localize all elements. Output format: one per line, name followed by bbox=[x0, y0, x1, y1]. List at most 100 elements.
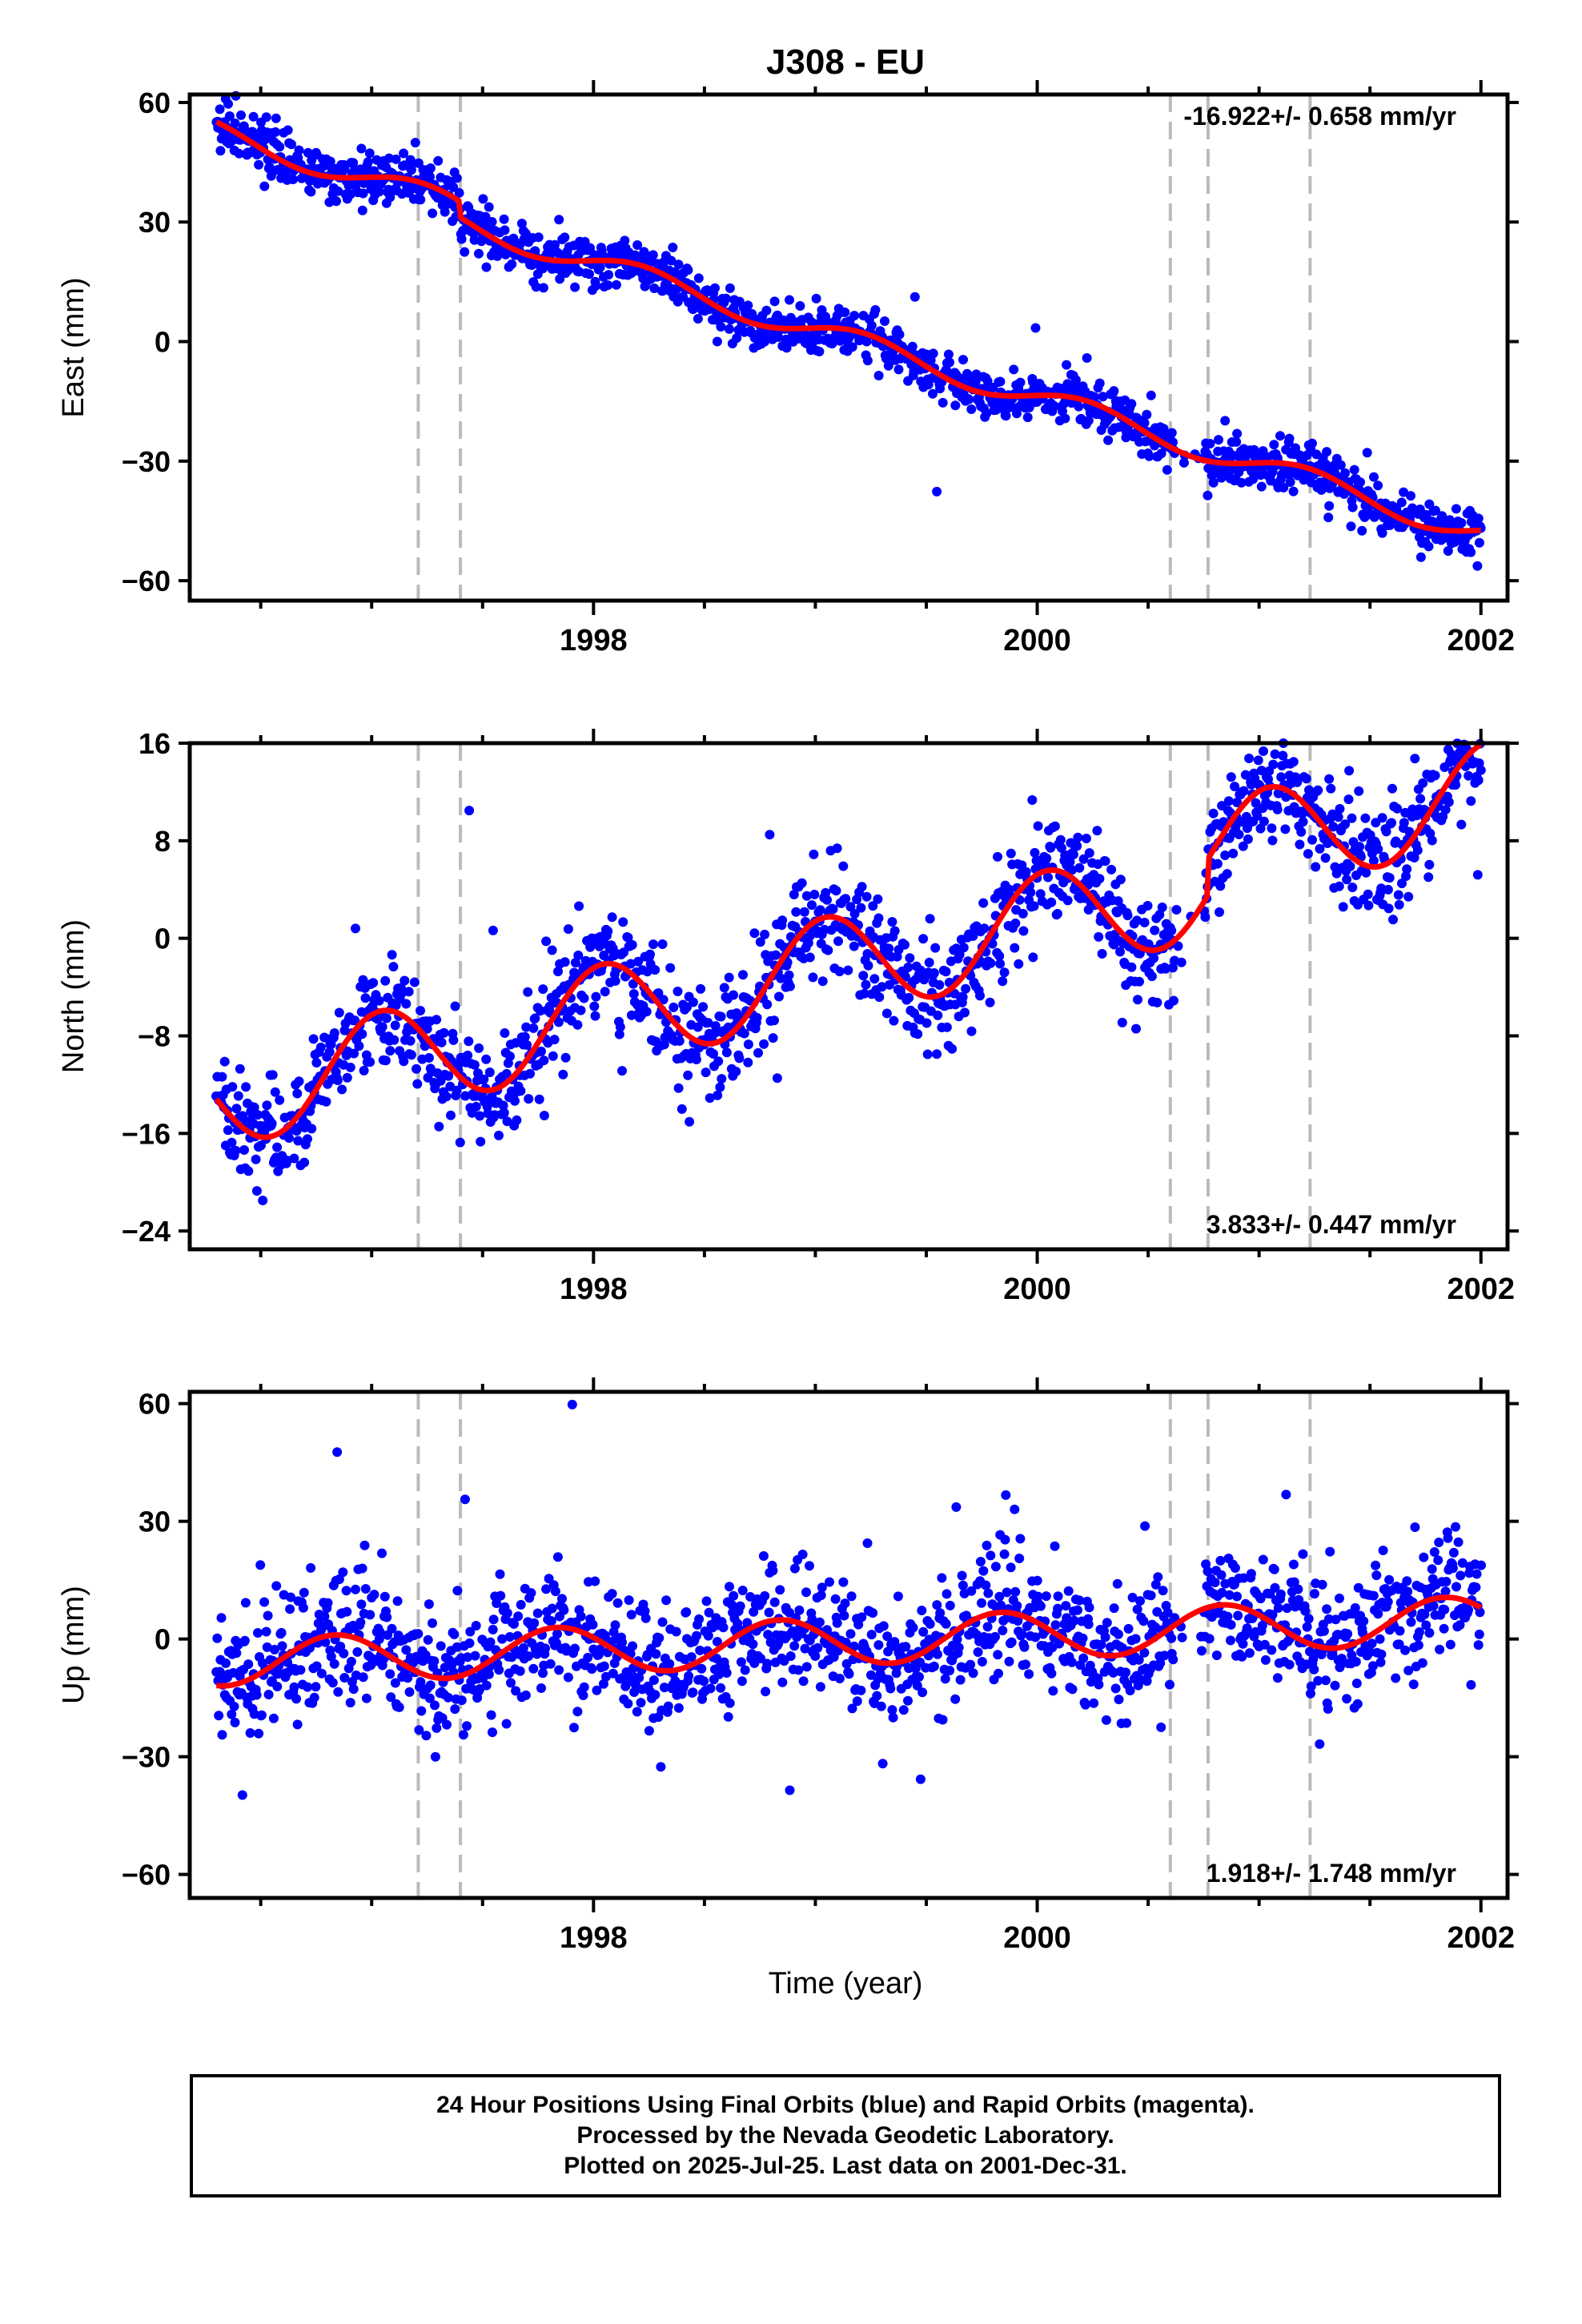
east-data-point bbox=[1349, 464, 1359, 475]
up-data-point bbox=[1215, 1555, 1226, 1566]
north-data-point bbox=[591, 991, 601, 1002]
footer-line-1: 24 Hour Positions Using Final Orbits (bl… bbox=[436, 2092, 1255, 2118]
north-data-point bbox=[530, 1013, 540, 1023]
east-data-point bbox=[261, 112, 271, 123]
up-data-point bbox=[852, 1696, 862, 1707]
north-data-point bbox=[659, 1039, 669, 1050]
up-data-point bbox=[416, 1706, 427, 1716]
up-data-point bbox=[356, 1599, 367, 1610]
north-data-point bbox=[1298, 817, 1308, 827]
up-data-point bbox=[1474, 1629, 1484, 1639]
up-data-point bbox=[608, 1668, 618, 1679]
east-data-point bbox=[1214, 435, 1223, 445]
up-data-point bbox=[794, 1605, 805, 1615]
north-data-point bbox=[1252, 810, 1263, 821]
north-data-point bbox=[1410, 754, 1420, 764]
north-data-point bbox=[641, 1007, 652, 1017]
north-data-point bbox=[985, 997, 995, 1007]
north-data-point bbox=[685, 1116, 695, 1127]
up-data-point bbox=[1257, 1620, 1267, 1630]
up-data-point bbox=[1127, 1592, 1138, 1602]
north-data-point bbox=[849, 941, 859, 951]
north-data-point bbox=[729, 990, 738, 1000]
north-data-point bbox=[1423, 872, 1434, 883]
north-data-point bbox=[505, 1051, 515, 1061]
footer-caption-box: 24 Hour Positions Using Final Orbits (bl… bbox=[190, 2074, 1501, 2197]
north-data-point bbox=[868, 901, 878, 911]
up-data-point bbox=[374, 1634, 384, 1644]
north-data-point bbox=[887, 917, 897, 927]
east-data-point bbox=[374, 187, 384, 197]
north-data-point bbox=[1276, 772, 1287, 782]
up-data-point bbox=[1293, 1584, 1303, 1594]
up-data-point bbox=[1078, 1633, 1088, 1643]
up-data-point bbox=[1155, 1658, 1166, 1668]
north-data-point bbox=[861, 891, 872, 902]
up-data-point bbox=[887, 1705, 897, 1715]
north-data-point bbox=[1270, 749, 1280, 759]
east-data-point bbox=[883, 360, 893, 371]
east-data-point bbox=[1178, 457, 1189, 468]
east-data-point bbox=[1126, 399, 1137, 409]
north-data-point bbox=[1139, 918, 1150, 927]
up-data-point bbox=[229, 1701, 239, 1711]
up-data-point bbox=[292, 1719, 303, 1730]
up-data-point bbox=[1230, 1563, 1240, 1573]
east-y-axis-label: East (mm) bbox=[57, 277, 90, 417]
up-data-point bbox=[1063, 1586, 1074, 1596]
north-data-point bbox=[1238, 841, 1248, 851]
up-data-point bbox=[379, 1591, 390, 1602]
up-data-point bbox=[559, 1605, 569, 1615]
east-data-point bbox=[1323, 513, 1334, 523]
up-data-point bbox=[1323, 1704, 1333, 1714]
up-data-point bbox=[471, 1621, 481, 1630]
north-data-point bbox=[1388, 915, 1398, 925]
north-data-point bbox=[528, 1023, 539, 1033]
up-data-point bbox=[1473, 1640, 1484, 1651]
up-data-point bbox=[982, 1540, 992, 1550]
north-data-point bbox=[933, 1010, 943, 1020]
up-data-point bbox=[901, 1642, 911, 1652]
up-data-point bbox=[449, 1629, 460, 1639]
up-data-point bbox=[357, 1563, 367, 1574]
up-data-point bbox=[1378, 1546, 1388, 1555]
north-data-point bbox=[289, 1153, 299, 1164]
up-data-point bbox=[908, 1622, 918, 1633]
north-data-point bbox=[771, 950, 781, 960]
up-data-point bbox=[779, 1656, 789, 1666]
north-data-point bbox=[1150, 925, 1160, 935]
up-data-point bbox=[1317, 1579, 1327, 1590]
up-data-point bbox=[1197, 1646, 1207, 1656]
east-data-point bbox=[716, 322, 726, 332]
x-axis-label: Time (year) bbox=[769, 1967, 923, 2000]
up-data-point bbox=[520, 1690, 531, 1700]
north-data-point bbox=[354, 1041, 364, 1051]
north-data-point bbox=[471, 1101, 481, 1112]
up-data-point bbox=[763, 1630, 773, 1640]
north-data-point bbox=[345, 1062, 355, 1072]
up-data-point bbox=[430, 1751, 440, 1762]
north-data-point bbox=[1035, 889, 1046, 899]
up-data-point bbox=[840, 1598, 850, 1609]
north-data-point bbox=[409, 977, 420, 987]
up-data-point bbox=[1033, 1591, 1043, 1602]
up-data-point bbox=[1371, 1570, 1382, 1581]
up-data-point bbox=[1322, 1604, 1332, 1614]
east-data-point bbox=[259, 181, 270, 191]
up-data-point bbox=[1439, 1623, 1449, 1634]
up-data-point bbox=[1455, 1620, 1465, 1630]
north-data-point bbox=[412, 1063, 421, 1074]
up-data-point bbox=[815, 1682, 825, 1692]
up-data-point bbox=[272, 1682, 283, 1691]
up-data-point bbox=[1216, 1570, 1227, 1580]
up-data-point bbox=[1101, 1715, 1111, 1725]
east-data-point bbox=[943, 349, 954, 360]
north-data-point bbox=[1259, 816, 1269, 826]
east-data-point bbox=[1009, 364, 1019, 375]
north-data-point bbox=[921, 1018, 932, 1028]
north-data-point bbox=[941, 967, 951, 977]
north-data-point bbox=[1326, 783, 1336, 794]
east-data-point bbox=[339, 164, 350, 175]
north-data-point bbox=[368, 978, 379, 988]
up-data-point bbox=[917, 1606, 927, 1615]
